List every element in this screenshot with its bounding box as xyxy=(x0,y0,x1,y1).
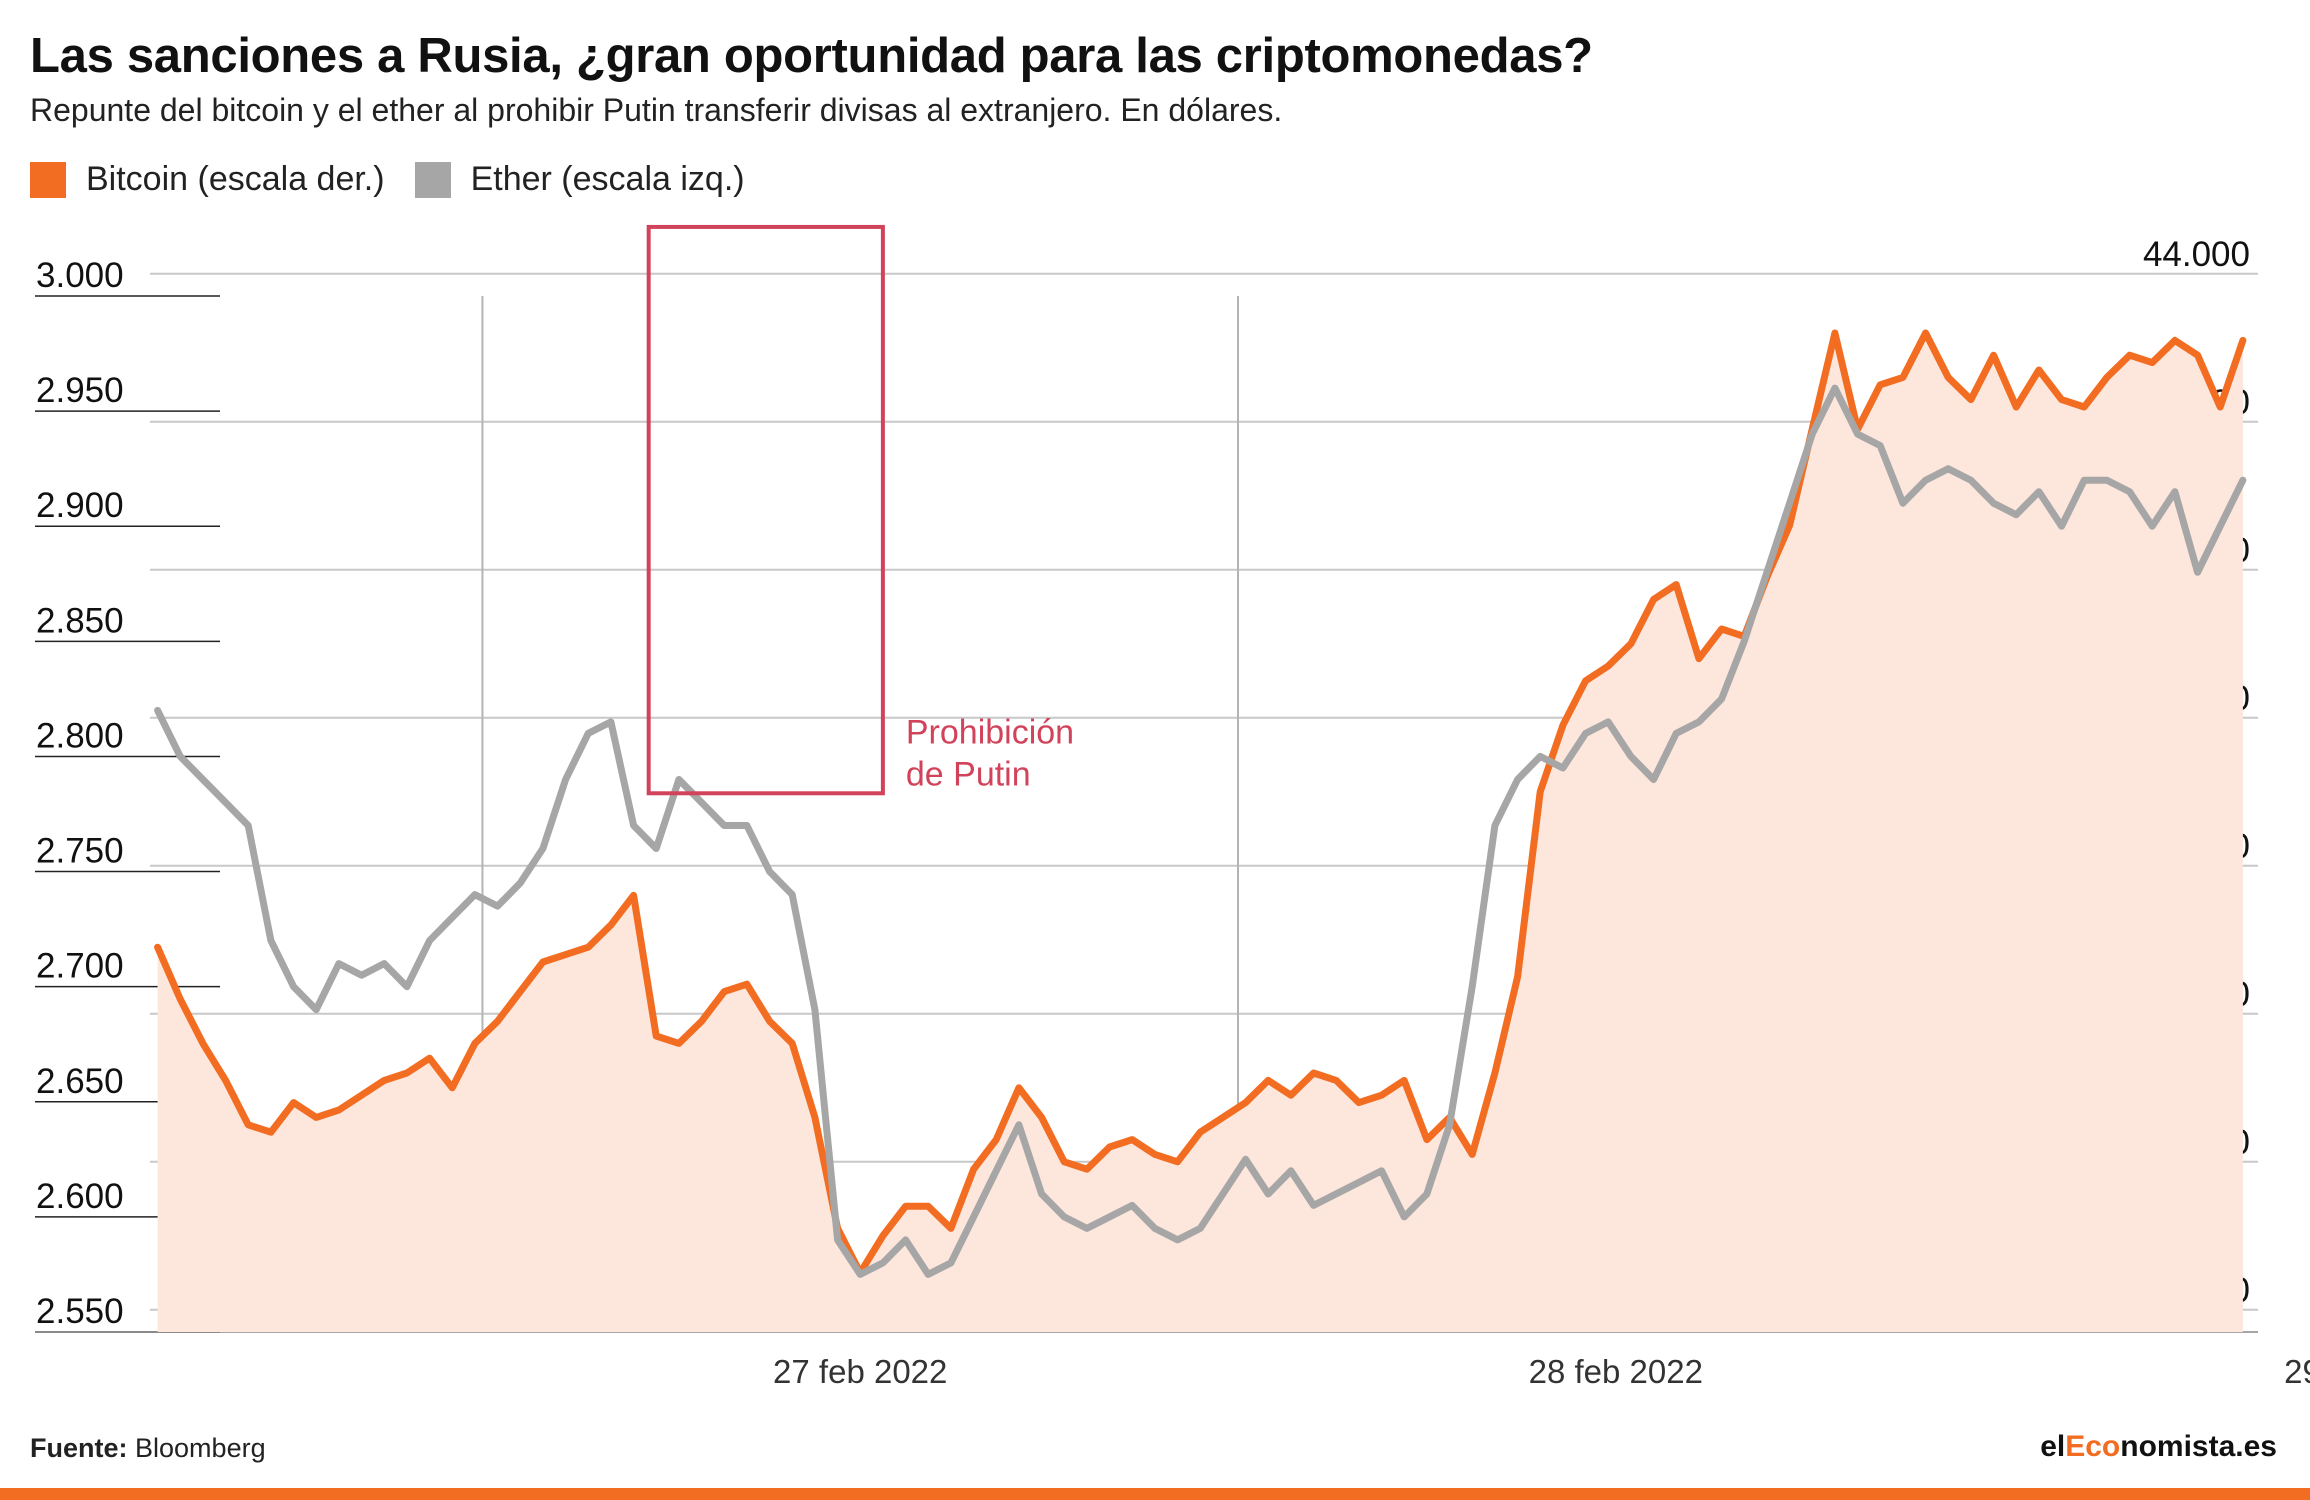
y-left-tick-label: 2.750 xyxy=(36,832,124,871)
x-tick-label: 27 feb 2022 xyxy=(773,1353,947,1390)
source-note: Fuente: Bloomberg xyxy=(30,1433,266,1464)
legend-label-ether: Ether (escala izq.) xyxy=(470,160,745,198)
y-left-tick-label: 2.800 xyxy=(36,716,124,755)
legend-item-bitcoin: Bitcoin (escala der.) xyxy=(30,160,385,199)
y-right-tick-label: 44.000 xyxy=(2143,235,2250,274)
legend-label-bitcoin: Bitcoin (escala der.) xyxy=(86,160,385,198)
y-left-tick-label: 2.600 xyxy=(36,1177,124,1216)
y-left-tick-label: 2.650 xyxy=(36,1062,124,1101)
bitcoin-line xyxy=(154,329,2247,1277)
chart-subtitle: Repunte del bitcoin y el ether al prohib… xyxy=(30,92,1283,128)
bottom-accent-bar xyxy=(0,1488,2310,1500)
brand-logo: elEconomista.es xyxy=(2040,1430,2277,1463)
y-left-tick-label: 2.550 xyxy=(36,1292,124,1331)
x-tick-label: 28 feb 2022 xyxy=(1529,1353,1703,1390)
source-value: Bloomberg xyxy=(135,1433,266,1463)
y-left-tick-label: 2.950 xyxy=(36,371,124,410)
source-label: Fuente: xyxy=(30,1433,128,1463)
annotation-box xyxy=(646,224,885,796)
bitcoin-area xyxy=(157,333,2243,1332)
legend-swatch-bitcoin xyxy=(30,161,66,198)
x-tick-label: 29 feb 2022 xyxy=(2284,1353,2310,1390)
y-left-tick-label: 2.700 xyxy=(36,947,124,986)
legend: Bitcoin (escala der.) Ether (escala izq.… xyxy=(30,160,775,199)
legend-item-ether: Ether (escala izq.) xyxy=(414,160,745,199)
chart-title: Las sanciones a Rusia, ¿gran oportunidad… xyxy=(30,29,1593,83)
annotation-label-line1: Prohibición xyxy=(906,713,1074,751)
ether-line xyxy=(154,384,2247,1278)
annotation-label-line2: de Putin xyxy=(906,755,1031,793)
y-left-tick-label: 3.000 xyxy=(36,256,124,295)
y-left-tick-label: 2.900 xyxy=(36,486,124,525)
y-left-tick-label: 2.850 xyxy=(36,601,124,640)
legend-swatch-ether xyxy=(414,161,451,198)
